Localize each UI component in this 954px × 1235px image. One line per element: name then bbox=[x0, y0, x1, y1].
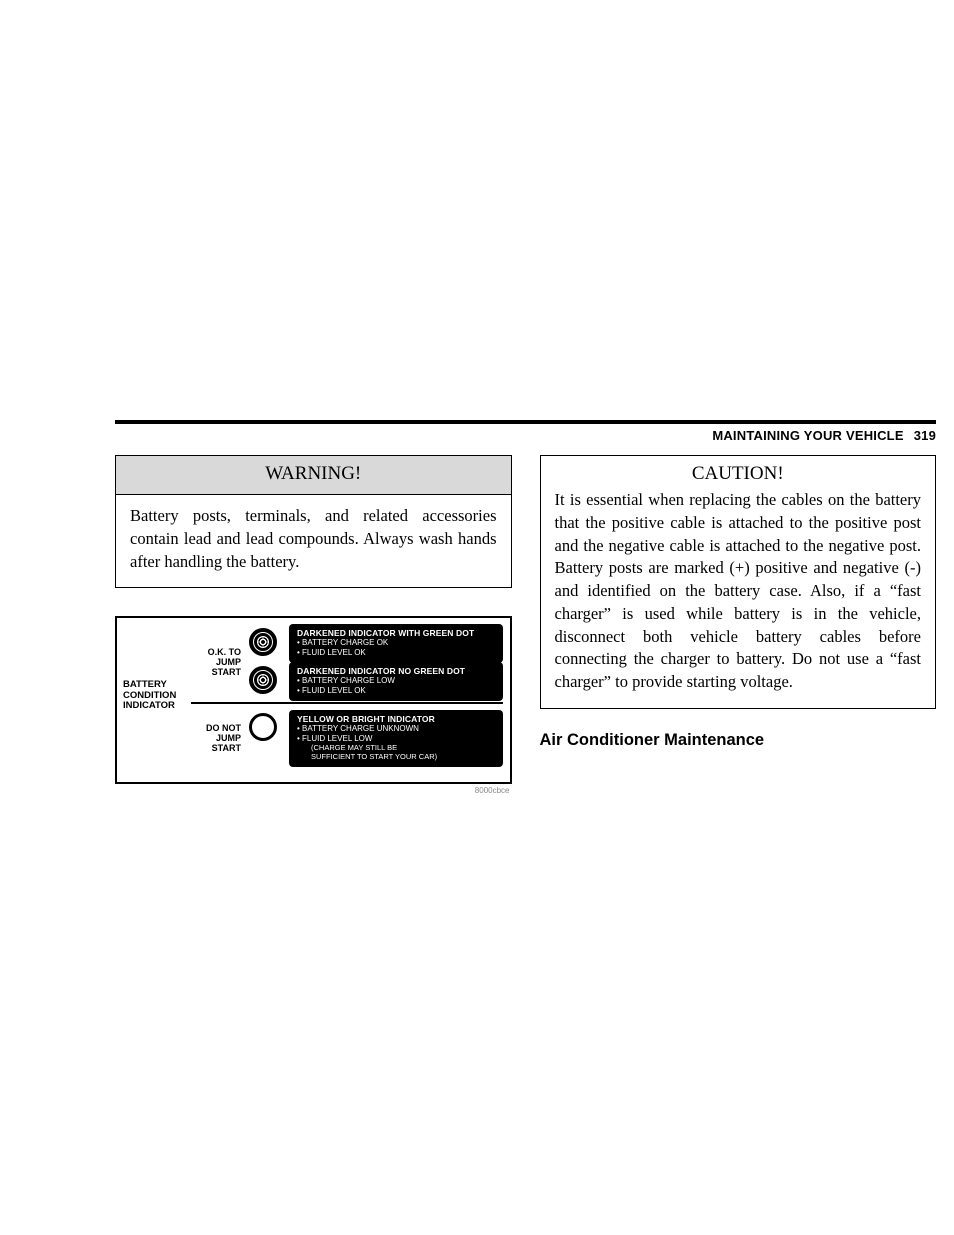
label-line: JUMP bbox=[216, 733, 241, 743]
indicator-info-box: DARKENED INDICATOR NO GREEN DOT • BATTER… bbox=[289, 662, 503, 701]
indicator-icon bbox=[249, 713, 277, 741]
label-line: START bbox=[212, 743, 241, 753]
section-heading: Air Conditioner Maintenance bbox=[540, 731, 937, 750]
running-header: MAINTAINING YOUR VEHICLE 319 bbox=[115, 424, 936, 449]
info-line: • FLUID LEVEL OK bbox=[297, 686, 495, 696]
info-line: • BATTERY CHARGE OK bbox=[297, 638, 495, 648]
caution-box: CAUTION! It is essential when replacing … bbox=[540, 455, 937, 709]
header-title: MAINTAINING YOUR VEHICLE bbox=[712, 428, 903, 443]
info-heading: DARKENED INDICATOR WITH GREEN DOT bbox=[297, 628, 495, 638]
warning-body: Battery posts, terminals, and related ac… bbox=[116, 495, 511, 587]
caution-title: CAUTION! bbox=[541, 456, 936, 489]
content-area: MAINTAINING YOUR VEHICLE 319 WARNING! Ba… bbox=[115, 420, 936, 1215]
info-line: • BATTERY CHARGE LOW bbox=[297, 676, 495, 686]
info-line: • FLUID LEVEL OK bbox=[297, 648, 495, 658]
indicator-icon bbox=[249, 666, 277, 694]
diagram-separator bbox=[191, 702, 503, 704]
ok-to-jump-label: O.K. TO JUMP START bbox=[195, 648, 241, 678]
info-heading: DARKENED INDICATOR NO GREEN DOT bbox=[297, 666, 495, 676]
info-subline: SUFFICIENT TO START YOUR CAR) bbox=[297, 753, 495, 762]
battery-condition-diagram: BATTERY CONDITION INDICATOR O.K. TO JUMP… bbox=[115, 616, 512, 784]
indicator-icon bbox=[249, 628, 277, 656]
caution-body: It is essential when replacing the cable… bbox=[541, 489, 936, 708]
info-line: • BATTERY CHARGE UNKNOWN bbox=[297, 724, 495, 734]
label-line: CONDITION bbox=[123, 690, 176, 701]
label-line: DO NOT bbox=[206, 723, 241, 733]
right-column: CAUTION! It is essential when replacing … bbox=[540, 455, 937, 795]
indicator-info-box: YELLOW OR BRIGHT INDICATOR • BATTERY CHA… bbox=[289, 710, 503, 766]
info-heading: YELLOW OR BRIGHT INDICATOR bbox=[297, 714, 495, 724]
diagram-main-label: BATTERY CONDITION INDICATOR bbox=[123, 680, 176, 711]
warning-box: WARNING! Battery posts, terminals, and r… bbox=[115, 455, 512, 588]
diagram-code: 8000cbce bbox=[115, 784, 512, 795]
page: MAINTAINING YOUR VEHICLE 319 WARNING! Ba… bbox=[0, 0, 954, 1235]
left-column: WARNING! Battery posts, terminals, and r… bbox=[115, 455, 512, 795]
do-not-jump-label: DO NOT JUMP START bbox=[195, 724, 241, 754]
warning-title: WARNING! bbox=[116, 456, 511, 495]
indicator-info-box: DARKENED INDICATOR WITH GREEN DOT • BATT… bbox=[289, 624, 503, 663]
header-page-number: 319 bbox=[914, 428, 936, 443]
label-line: JUMP bbox=[216, 657, 241, 667]
label-line: BATTERY bbox=[123, 679, 167, 690]
label-line: O.K. TO bbox=[208, 647, 241, 657]
label-line: START bbox=[212, 667, 241, 677]
label-line: INDICATOR bbox=[123, 700, 175, 711]
two-column-layout: WARNING! Battery posts, terminals, and r… bbox=[115, 455, 936, 795]
battery-diagram-wrap: BATTERY CONDITION INDICATOR O.K. TO JUMP… bbox=[115, 616, 512, 795]
